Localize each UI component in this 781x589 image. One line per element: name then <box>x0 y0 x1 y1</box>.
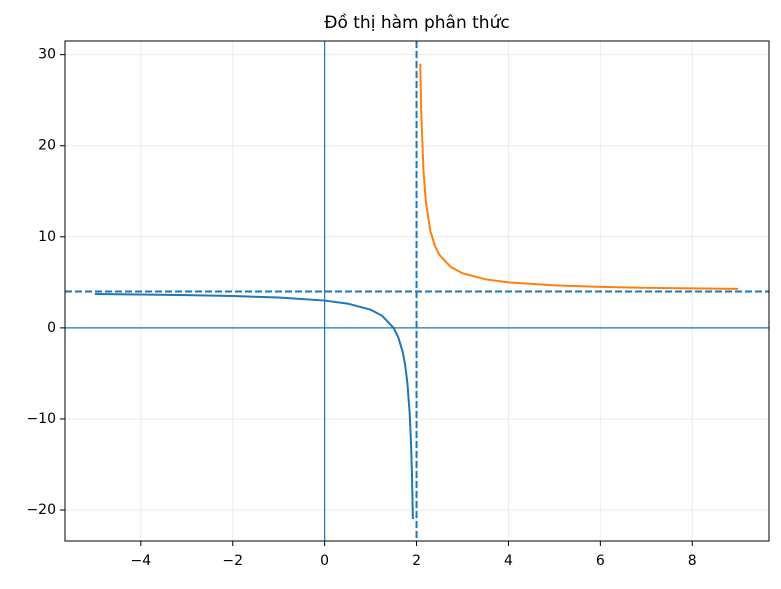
y-tick-label: 20 <box>38 138 56 154</box>
x-tick-label: 2 <box>412 553 421 569</box>
x-tick-label: 0 <box>320 553 329 569</box>
x-tick-label: 8 <box>688 553 697 569</box>
x-tick-label: −4 <box>131 553 152 569</box>
y-tick-label: 0 <box>47 320 56 336</box>
y-tick-label: 10 <box>38 229 56 245</box>
chart-title: Đồ thị hàm phân thức <box>324 12 509 33</box>
x-tick-label: 4 <box>504 553 513 569</box>
y-tick-label: −10 <box>26 411 56 427</box>
line <box>419 63 739 290</box>
y-tick-label: 30 <box>38 47 56 63</box>
x-tick-label: −2 <box>222 553 243 569</box>
y-tick-label: −20 <box>26 502 56 518</box>
plot-frame <box>64 40 770 542</box>
line <box>94 293 414 520</box>
x-tick-label: 6 <box>596 553 605 569</box>
